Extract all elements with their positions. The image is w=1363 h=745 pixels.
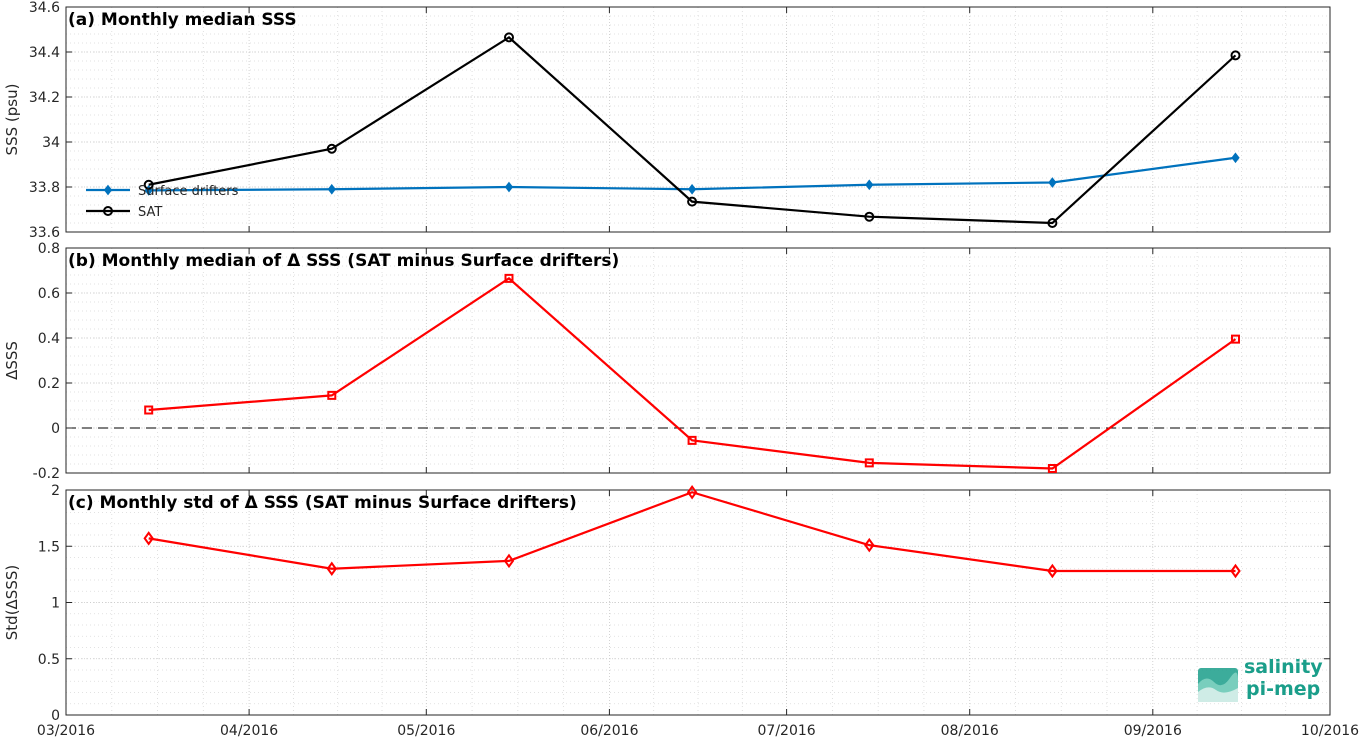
y-tick-label: 34.2	[29, 90, 60, 106]
panel-b: -0.2 0 0.2 0.4 0.6 0.8 ΔSSS (b) Monthly median …	[3, 241, 1331, 482]
data-point	[326, 143, 337, 154]
legend-entry: Surface drifters	[138, 184, 239, 199]
series-line-0	[143, 485, 1241, 579]
y-axis-label: SSS (psu)	[3, 84, 21, 156]
panel-title: (c) Monthly std of Δ SSS (SAT minus Surf…	[68, 493, 577, 513]
data-point	[503, 32, 514, 43]
data-point	[1230, 50, 1241, 61]
x-tick-label: 08/2016	[941, 723, 999, 739]
y-axis-label: ΔSSS	[3, 341, 21, 380]
legend-entry: SAT	[138, 205, 162, 220]
x-tick-label: 05/2016	[397, 723, 455, 739]
series-line	[148, 36, 1237, 225]
series-line	[148, 276, 1237, 470]
data-point	[1048, 177, 1057, 188]
data-point	[865, 179, 874, 191]
x-tick-label: 03/2016	[37, 723, 95, 739]
y-axis-label: Std(ΔSSS)	[3, 565, 21, 640]
y-tick-label: 33.6	[29, 225, 60, 241]
axes-box	[65, 247, 1331, 474]
salinity-wave-logo-icon	[1198, 668, 1238, 702]
series-surface-drifters	[144, 152, 1240, 196]
logo-line2: pi-mep	[1246, 678, 1321, 700]
y-tick-label: 34	[42, 135, 60, 151]
x-tick-label: 10/2016	[1301, 723, 1359, 739]
y-tick-label: 0.8	[38, 241, 60, 257]
panel-a: 33.6 33.8 34 34.2 34.4 34.6 SSS (psu) (a) Month…	[3, 0, 1331, 241]
legend: Surface drifters SAT	[86, 184, 239, 220]
y-tick-label: 34.4	[29, 45, 60, 61]
data-point	[1047, 218, 1058, 228]
data-point	[1230, 563, 1241, 579]
data-point	[1047, 563, 1058, 579]
y-tick-label: 1	[51, 596, 60, 612]
data-point	[503, 553, 515, 569]
data-point	[687, 196, 698, 207]
legend-swatch-marker	[103, 206, 113, 216]
axes-box	[65, 6, 1331, 233]
series-line	[148, 491, 1236, 573]
data-point	[1231, 152, 1240, 164]
y-tick-label: 0.4	[38, 331, 60, 347]
data-point	[504, 273, 514, 283]
data-point	[327, 390, 337, 400]
data-point	[864, 211, 875, 222]
series-sat	[143, 32, 1241, 228]
data-point	[144, 405, 154, 415]
y-tick-label: -0.2	[33, 466, 60, 482]
data-point	[687, 183, 697, 195]
series-line-0	[144, 273, 1240, 473]
data-point	[1047, 464, 1057, 473]
y-tick-label: 33.8	[29, 180, 60, 196]
panel-title: (b) Monthly median of Δ SSS (SAT minus S…	[68, 251, 619, 271]
panel-title: (a) Monthly median SSS	[68, 10, 297, 30]
data-point	[327, 183, 336, 195]
x-tick-label: 09/2016	[1124, 723, 1182, 739]
x-tick-label: 06/2016	[580, 723, 638, 739]
y-tick-label: 34.6	[29, 0, 60, 16]
panel-c: 0 0.5 1 1.5 2 03/2016 04/2016 05/2016 06/2016 07/…	[3, 483, 1359, 739]
data-point	[687, 435, 697, 445]
data-point	[326, 561, 338, 576]
data-point	[864, 458, 874, 468]
data-point	[864, 537, 875, 553]
data-point	[504, 181, 514, 193]
y-tick-label: 0.5	[38, 652, 60, 668]
y-tick-label: 1.5	[38, 539, 60, 555]
y-tick-label: 0	[51, 421, 60, 437]
y-tick-label: 0	[51, 708, 60, 724]
data-point	[143, 531, 154, 546]
y-tick-label: 2	[51, 483, 60, 499]
x-tick-label: 07/2016	[758, 723, 816, 739]
legend-swatch-marker	[103, 184, 113, 196]
y-tick-label: 0.2	[38, 376, 60, 392]
x-tick-label: 04/2016	[220, 723, 278, 739]
data-point	[686, 485, 698, 500]
data-point	[143, 179, 154, 190]
salinity-pimep-logo: salinity pi-mep	[1194, 656, 1324, 706]
y-tick-label: 0.6	[38, 286, 60, 302]
data-point	[1230, 334, 1240, 344]
logo-line1: salinity	[1244, 656, 1323, 678]
